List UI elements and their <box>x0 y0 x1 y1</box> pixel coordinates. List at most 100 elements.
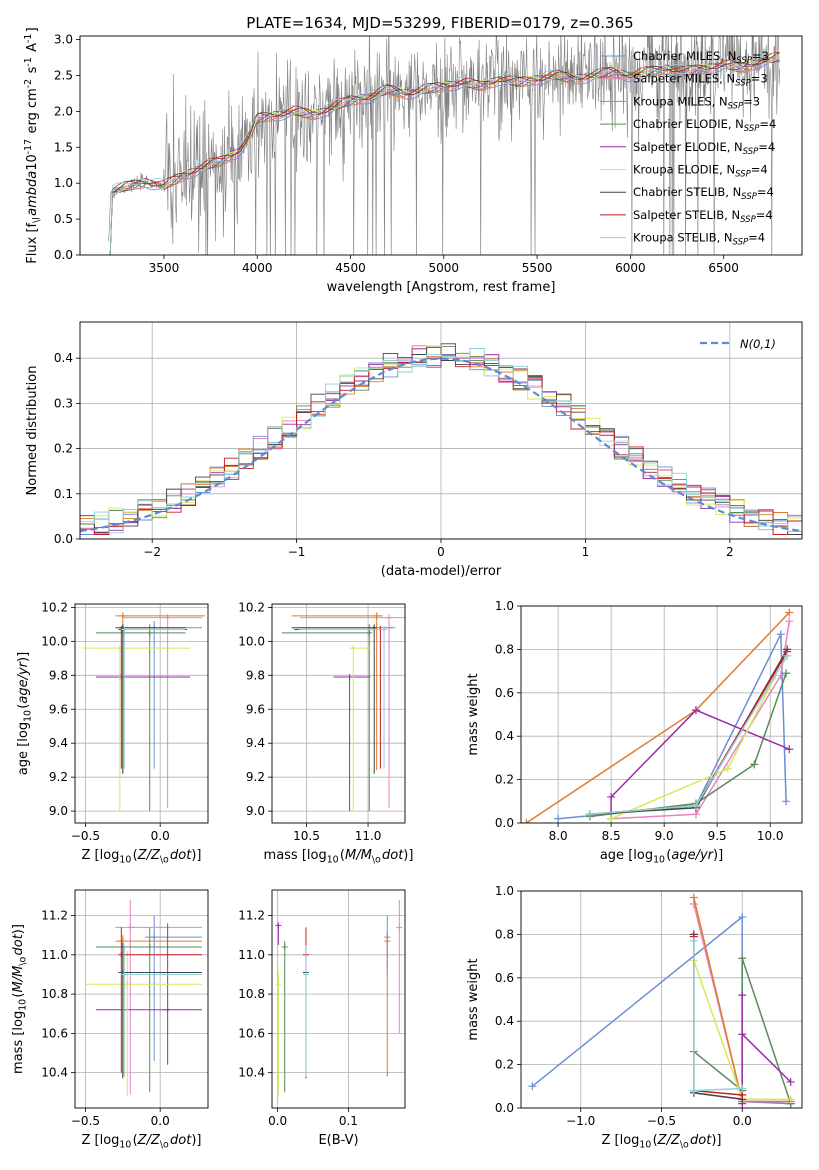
x-tick-label: 4500 <box>335 261 366 275</box>
label-fragment: Z/Z <box>137 848 161 863</box>
label-fragment: )] <box>16 652 31 662</box>
label-fragment: ( <box>11 992 26 997</box>
axes-frame <box>79 35 803 256</box>
label-fragment: M/M <box>11 966 26 993</box>
label-fragment: dot <box>170 1133 192 1148</box>
label-fragment: -1 <box>23 57 34 66</box>
data-point-8 <box>121 626 128 633</box>
label-fragment: Z [log <box>81 848 119 863</box>
label-fragment: ( <box>340 848 345 863</box>
y-axis-label: mass weight <box>466 958 481 1040</box>
label-fragment: A <box>25 43 40 56</box>
label-fragment: Z/Z <box>137 1133 161 1148</box>
weight-marker <box>691 706 700 715</box>
y-tick-label: 9.2 <box>49 770 68 784</box>
weight-marker <box>607 814 616 823</box>
model-curve-3 <box>108 57 780 255</box>
label-fragment: mass [log <box>264 848 327 863</box>
plot-area-spectrum <box>108 36 780 255</box>
weight-marker <box>528 1082 537 1091</box>
x-tick-label: 11.0 <box>355 829 382 843</box>
x-tick-label: −1.0 <box>566 1114 595 1128</box>
label-fragment: -2 <box>23 79 34 88</box>
legend-tail: =4 <box>756 208 773 222</box>
label-fragment: dot <box>170 848 192 863</box>
panel-age_vs_mass: 10.5 11.0 9.0 9.2 9.4 9.6 9.8 10.0 10.2 mass [log… <box>238 600 413 865</box>
label-fragment: Z [log <box>81 1133 119 1148</box>
data-point-5 <box>116 645 123 652</box>
data-point-3 <box>146 629 153 636</box>
x-tick-label: 4000 <box>242 261 273 275</box>
x-tick-label: 5000 <box>429 261 460 275</box>
y-tick-label: 1.0 <box>54 176 73 190</box>
plot-area-age_vs_Z <box>82 612 206 812</box>
label-fragment: Normed distribution <box>25 366 40 496</box>
y-tick-label: 0.4 <box>54 351 73 365</box>
y-tick-label: 1.0 <box>495 884 514 898</box>
x-tick-label: 0.0 <box>733 1114 752 1128</box>
weight-marker <box>691 801 700 810</box>
y-tick-label: 0.3 <box>54 396 73 410</box>
label-fragment: s <box>25 66 40 77</box>
x-tick-label: 0.0 <box>151 829 170 843</box>
label-fragment: 10 <box>653 854 665 865</box>
legend-text: Salpeter ELODIE, N <box>633 140 743 154</box>
data-point-3 <box>281 943 288 950</box>
weight-marker <box>782 797 791 806</box>
axes-frame <box>74 603 209 824</box>
y-tick-label: 9.8 <box>49 668 68 682</box>
x-tick-label: 3500 <box>149 261 180 275</box>
label-fragment: -17 <box>23 139 34 154</box>
weight-line-1 <box>611 621 791 820</box>
weight-marker <box>689 893 698 902</box>
legend-entry: Chabrier STELIB, NSSP=4 <box>633 185 774 202</box>
y-tick-label: 10.2 <box>238 600 265 614</box>
data-point-2 <box>373 612 380 619</box>
legend-tail: =4 <box>759 117 776 131</box>
y-axis-label: mass weight <box>466 673 481 755</box>
y-tick-label: 9.2 <box>246 770 265 784</box>
y-tick-label: 10.2 <box>41 600 68 614</box>
weight-line-4 <box>610 709 790 819</box>
panel-mass_vs_ebv: 0.0 0.1 10.4 10.6 10.8 11.0 11.2 E(B-V) <box>238 889 406 1148</box>
label-fragment: 10 <box>17 999 28 1011</box>
panel-spectrum: 3500 4000 4500 5000 5500 6000 6500 0.0 0.5 1.0 1.5… <box>23 27 803 295</box>
y-tick-label: 11.0 <box>238 948 265 962</box>
label-fragment: wavelength [Angstrom, rest frame] <box>327 280 556 295</box>
label-fragment: \l <box>31 217 42 223</box>
legend-text: Chabrier MILES, N <box>633 49 736 63</box>
x-axis-label: wavelength [Angstrom, rest frame] <box>327 280 556 295</box>
axes-frame <box>271 603 406 824</box>
y-tick-label: 2.0 <box>54 104 73 118</box>
y-tick-label: 9.8 <box>246 668 265 682</box>
y-axis-label: Flux [f\l ambda10-17 erg cm-2 s-1 A-1 ] <box>23 27 42 263</box>
legend-subscript: SSP <box>744 124 760 134</box>
legend-subscript: SSP <box>741 192 757 202</box>
weight-line-3 <box>589 673 787 818</box>
y-tick-label: 0.0 <box>54 248 73 262</box>
weight-line-4 <box>741 995 792 1104</box>
y-tick-label: 0.0 <box>495 1101 514 1115</box>
label-fragment: ( <box>653 1133 658 1148</box>
label-fragment: 10 <box>119 1139 131 1150</box>
x-tick-label: −1 <box>288 545 306 559</box>
legend-tail: =3 <box>752 49 769 63</box>
figure-title: PLATE=1634, MJD=53299, FIBERID=0179, z=0… <box>246 14 633 32</box>
legend-tail: =4 <box>748 231 765 245</box>
label-fragment: dot <box>690 1133 712 1148</box>
weight-marker <box>522 819 531 823</box>
y-tick-label: 0.2 <box>54 442 73 456</box>
x-tick-label: 0.0 <box>268 1114 287 1128</box>
label-fragment: dot <box>382 848 404 863</box>
label-fragment: 10 <box>22 710 33 722</box>
x-tick-label: 6000 <box>615 261 646 275</box>
weight-line-6 <box>589 649 788 816</box>
legend-tail: =4 <box>758 140 775 154</box>
observed-spectrum <box>108 36 780 255</box>
y-tick-label: 10.6 <box>238 1026 265 1040</box>
label-fragment: age/yr <box>671 848 714 863</box>
weight-marker <box>738 1030 747 1039</box>
x-tick-label: 9.0 <box>655 829 674 843</box>
weight-marker <box>786 1077 795 1086</box>
plot-area-weight_vs_age <box>522 608 794 823</box>
